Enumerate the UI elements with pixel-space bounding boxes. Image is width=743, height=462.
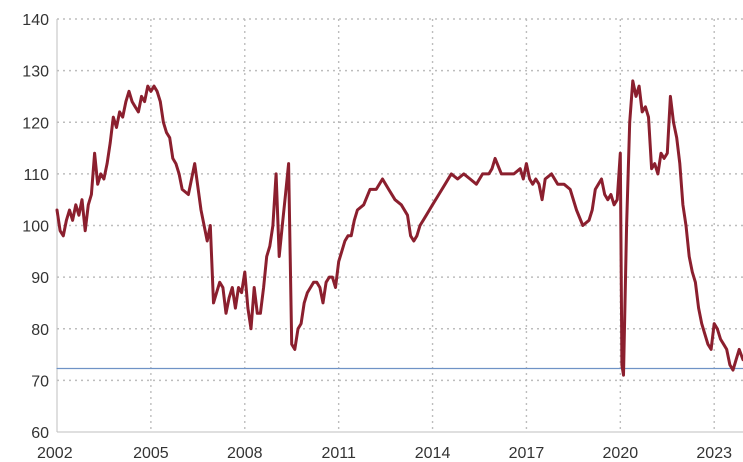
x-tick-label: 2017	[509, 445, 545, 462]
y-tick-label: 140	[22, 12, 49, 29]
chart-series	[55, 79, 743, 377]
y-tick-label: 90	[31, 270, 49, 287]
x-tick-label: 2023	[696, 445, 732, 462]
y-tick-label: 80	[31, 322, 49, 339]
series-line-main	[55, 79, 743, 377]
x-tick-label: 2011	[321, 445, 356, 462]
y-axis-tick-labels: 60 70 80 90 100 110 120 130 140	[22, 12, 49, 442]
y-tick-label: 60	[31, 425, 49, 442]
y-tick-label: 130	[22, 64, 49, 81]
x-tick-label: 2005	[133, 445, 169, 462]
chart-grid	[57, 18, 743, 432]
y-tick-label: 110	[23, 167, 49, 184]
y-tick-label: 70	[31, 373, 49, 390]
y-tick-label: 120	[22, 115, 49, 132]
x-tick-label: 2014	[415, 445, 451, 462]
chart-axes	[56, 19, 743, 433]
x-axis-tick-labels: 2002 2005 2008 2011 2014 2017 2020 2023	[37, 445, 732, 462]
x-tick-label: 2002	[37, 445, 73, 462]
x-tick-label: 2008	[227, 445, 263, 462]
y-tick-label: 100	[22, 219, 49, 236]
x-tick-label: 2020	[603, 445, 639, 462]
